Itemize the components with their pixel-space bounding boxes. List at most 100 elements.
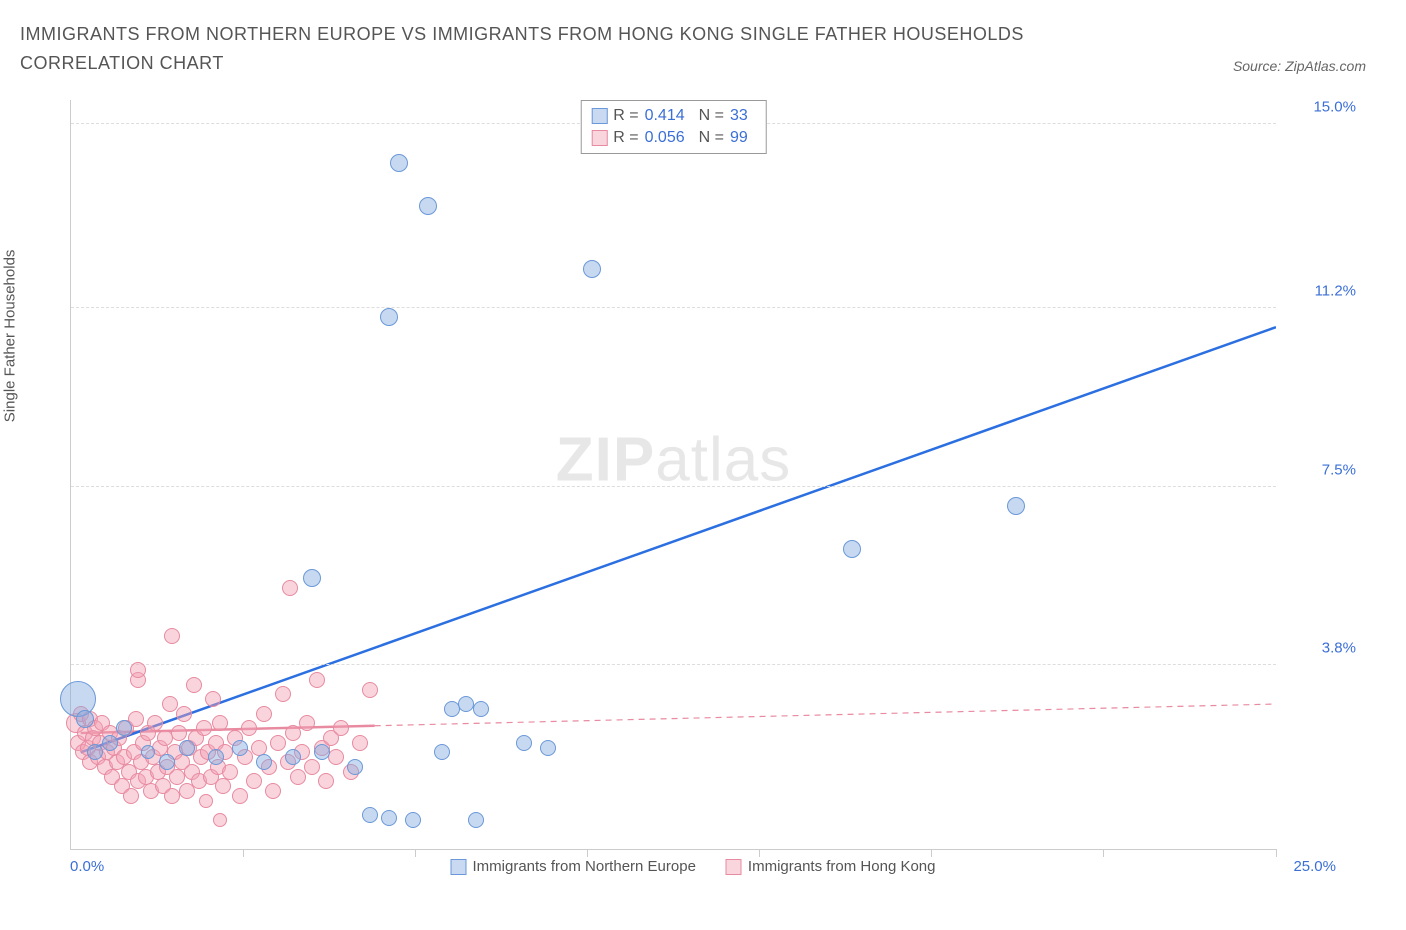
legend-item-blue: Immigrants from Northern Europe — [451, 858, 696, 875]
legend-row-pink: R = 0.056 N = 99 — [591, 127, 756, 149]
x-tick — [759, 849, 760, 857]
data-point — [256, 706, 272, 722]
data-point — [275, 686, 291, 702]
data-point — [318, 773, 334, 789]
watermark-bold: ZIP — [556, 425, 655, 494]
data-point — [147, 715, 163, 731]
r-value-pink: 0.056 — [645, 129, 685, 147]
data-point — [468, 812, 484, 828]
data-point — [232, 788, 248, 804]
data-point — [419, 197, 437, 215]
data-point — [282, 580, 298, 596]
data-point — [285, 749, 301, 765]
data-point — [270, 735, 286, 751]
data-point — [309, 672, 325, 688]
data-point — [186, 677, 202, 693]
n-label: N = — [699, 107, 724, 125]
watermark-light: atlas — [655, 425, 791, 494]
legend-label-pink: Immigrants from Hong Kong — [748, 858, 936, 875]
legend-item-pink: Immigrants from Hong Kong — [726, 858, 936, 875]
x-tick — [243, 849, 244, 857]
data-point — [362, 807, 378, 823]
y-axis-label: Single Father Households — [2, 250, 19, 423]
data-point — [123, 788, 139, 804]
data-point — [516, 735, 532, 751]
data-point — [540, 740, 556, 756]
data-point — [159, 754, 175, 770]
data-point — [212, 715, 228, 731]
data-point — [304, 759, 320, 775]
n-label: N = — [699, 129, 724, 147]
series-legend: Immigrants from Northern Europe Immigran… — [451, 858, 936, 875]
x-tick — [1103, 849, 1104, 857]
data-point — [196, 720, 212, 736]
data-point — [381, 810, 397, 826]
data-point — [473, 701, 489, 717]
data-point — [179, 740, 195, 756]
data-point — [232, 740, 248, 756]
r-label: R = — [613, 107, 638, 125]
data-point — [583, 260, 601, 278]
x-tick — [587, 849, 588, 857]
y-tick-label: 7.5% — [1286, 461, 1356, 478]
data-point — [162, 696, 178, 712]
data-point — [265, 783, 281, 799]
swatch-pink-icon — [726, 859, 742, 875]
data-point — [130, 662, 146, 678]
data-point — [208, 749, 224, 765]
trend-lines — [71, 100, 1276, 849]
data-point — [352, 735, 368, 751]
swatch-blue-icon — [591, 108, 607, 124]
data-point — [362, 682, 378, 698]
data-point — [290, 769, 306, 785]
data-point — [314, 744, 330, 760]
data-point — [141, 745, 155, 759]
data-point — [241, 720, 257, 736]
data-point — [390, 154, 408, 172]
y-tick-label: 11.2% — [1286, 282, 1356, 299]
x-tick — [415, 849, 416, 857]
data-point — [199, 794, 213, 808]
data-point — [328, 749, 344, 765]
gridline — [71, 307, 1276, 308]
plot-region: ZIPatlas R = 0.414 N = 33 R = 0.056 N = … — [70, 100, 1276, 850]
x-tick — [1276, 849, 1277, 857]
legend-label-blue: Immigrants from Northern Europe — [473, 858, 696, 875]
legend-row-blue: R = 0.414 N = 33 — [591, 105, 756, 127]
data-point — [299, 715, 315, 731]
n-value-pink: 99 — [730, 129, 748, 147]
data-point — [285, 725, 301, 741]
data-point — [76, 710, 94, 728]
swatch-pink-icon — [591, 130, 607, 146]
gridline — [71, 486, 1276, 487]
source-label: Source: ZipAtlas.com — [1233, 58, 1366, 74]
correlation-legend: R = 0.414 N = 33 R = 0.056 N = 99 — [580, 100, 767, 154]
data-point — [116, 720, 132, 736]
data-point — [222, 764, 238, 780]
n-value-blue: 33 — [730, 107, 748, 125]
data-point — [347, 759, 363, 775]
data-point — [205, 691, 221, 707]
data-point — [1007, 497, 1025, 515]
data-point — [405, 812, 421, 828]
chart-title: IMMIGRANTS FROM NORTHERN EUROPE VS IMMIG… — [20, 20, 1120, 78]
data-point — [303, 569, 321, 587]
data-point — [843, 540, 861, 558]
data-point — [102, 735, 118, 751]
data-point — [164, 628, 180, 644]
data-point — [434, 744, 450, 760]
r-label: R = — [613, 129, 638, 147]
x-max-label: 25.0% — [1293, 858, 1336, 875]
data-point — [380, 308, 398, 326]
data-point — [215, 778, 231, 794]
x-tick — [931, 849, 932, 857]
data-point — [246, 773, 262, 789]
gridline — [71, 664, 1276, 665]
data-point — [213, 813, 227, 827]
x-origin-label: 0.0% — [70, 858, 104, 875]
swatch-blue-icon — [451, 859, 467, 875]
data-point — [176, 706, 192, 722]
chart-area: Single Father Households ZIPatlas R = 0.… — [20, 100, 1366, 900]
r-value-blue: 0.414 — [645, 107, 685, 125]
data-point — [256, 754, 272, 770]
